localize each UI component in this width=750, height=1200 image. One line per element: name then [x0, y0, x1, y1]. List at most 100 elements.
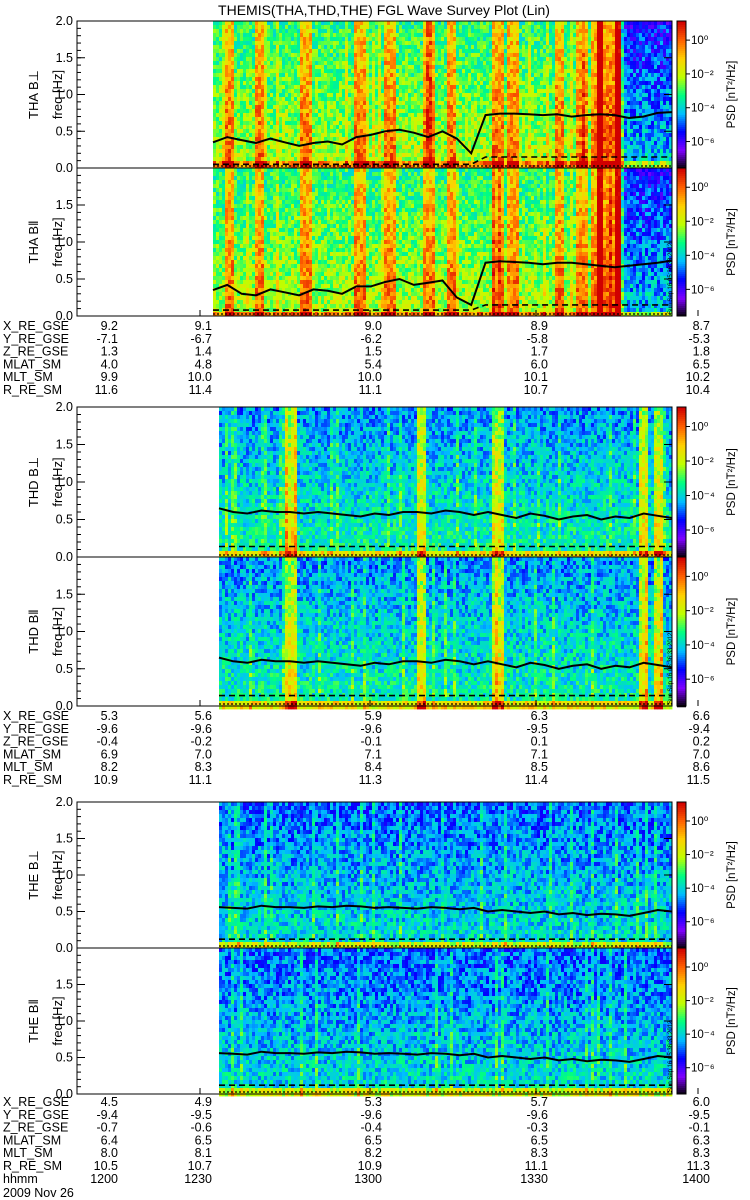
probe-group-the: 2.0 1.5 1.0 0.5 0.0 THE B⊥ freq [Hz] 10⁰ 10⁻² 10⁻…	[3, 795, 738, 1186]
ephemeris-value: 4.9	[195, 1095, 212, 1109]
ephemeris-value: 10.1	[524, 370, 548, 384]
ephemeris-name: X_RE_GSE	[3, 709, 69, 723]
panel-thd-perp: 2.0 1.5 1.0 0.5 0.0 THD B⊥ freq [Hz] 10⁰ 10⁻² 10⁻…	[26, 400, 738, 564]
ephemeris-value: 7.0	[693, 747, 710, 761]
y-tick-label: 1.0	[56, 1014, 73, 1028]
ephemeris-value: 8.1	[195, 1146, 212, 1160]
colorbar-label: PSD [nT²/Hz]	[726, 841, 738, 909]
ephemeris-name: R_RE_SM	[3, 773, 62, 787]
ephemeris-value: 10.4	[686, 383, 710, 397]
y-tick-label: 0.5	[56, 905, 73, 919]
ephemeris-name: Y_RE_GSE	[3, 332, 69, 346]
median-curve	[218, 507, 673, 521]
median-curve	[218, 656, 673, 670]
ephemeris-name: Z_RE_GSE	[3, 345, 68, 359]
ephemeris-value: 10.9	[94, 773, 118, 787]
ephemeris-value: 8.5	[531, 760, 548, 774]
ephemeris-value: -0.4	[360, 1121, 382, 1135]
ephemeris-value: 11.4	[189, 383, 212, 397]
colorbar-tick-label: 10⁻²	[691, 456, 714, 468]
date-label: 2009 Nov 26	[3, 1186, 74, 1200]
ephemeris-value: -9.6	[526, 1108, 548, 1122]
y-tick-label: 1.5	[56, 51, 73, 65]
ephemeris-value: 9.9	[101, 370, 118, 384]
ephemeris-name: Y_RE_GSE	[3, 722, 69, 736]
colorbar-label: PSD [nT²/Hz]	[726, 987, 738, 1055]
y-tick-label: 1.5	[56, 832, 73, 846]
ephemeris-value: -0.1	[688, 1121, 710, 1135]
ephemeris-value: 7.1	[365, 747, 382, 761]
colorbar-label: PSD [nT²/Hz]	[726, 208, 738, 276]
ephemeris-value: -9.6	[360, 1108, 382, 1122]
ephemeris-name: MLT_SM	[3, 1146, 53, 1160]
ephemeris-value: 1.5	[365, 345, 382, 359]
ephemeris-value: 11.1	[359, 383, 382, 397]
panel-the-perp: 2.0 1.5 1.0 0.5 0.0 THE B⊥ freq [Hz] 10⁰ 10⁻² 10⁻…	[26, 795, 738, 955]
colorbar-tick-label: 10⁻⁴	[691, 1029, 715, 1041]
ephemeris-value: 8.0	[101, 1146, 118, 1160]
ephemeris-value: 1230	[184, 1172, 212, 1186]
ephemeris-value: 7.1	[531, 747, 548, 761]
ephemeris-value: 1.3	[101, 345, 118, 359]
ephemeris-name: X_RE_GSE	[3, 319, 69, 333]
y-tick-label: 0.0	[56, 1087, 73, 1101]
y-tick-label: 1.0	[56, 88, 73, 102]
ephemeris-value: 4.0	[101, 357, 118, 371]
ephemeris-value: 5.9	[365, 709, 382, 723]
spectrogram	[213, 21, 673, 170]
median-curve	[218, 904, 673, 917]
colorbar-tick-label: 10⁻⁴	[691, 883, 715, 895]
timestamp: Sun Sep 16 05:36:33 2012	[668, 1020, 674, 1092]
ephemeris-value: 1.8	[693, 345, 710, 359]
ephemeris-value: 6.3	[531, 709, 548, 723]
ephemeris-value: 11.5	[687, 773, 710, 787]
component-label: THE B‖	[26, 999, 41, 1043]
ephemeris-value: 1.4	[195, 345, 212, 359]
y-tick-label: 0.0	[56, 309, 73, 323]
ephemeris-value: 11.1	[525, 1159, 548, 1173]
ephemeris-value: 8.3	[531, 1146, 548, 1160]
y-tick-label: 1.5	[56, 438, 73, 452]
colorbar-tick-label: 10⁰	[691, 816, 709, 828]
colorbar: 10⁰ 10⁻² 10⁻⁴ 10⁻⁶ PSD [nT²/Hz]	[676, 801, 738, 949]
colorbar: 10⁰ 10⁻² 10⁻⁴ 10⁻⁶ PSD [nT²/Hz] Sun Sep 16 05…	[668, 167, 738, 317]
y-tick-label: 1.5	[56, 198, 73, 212]
ephemeris-name: hhmm	[3, 1172, 38, 1186]
colorbar-tick-label: 10⁻⁶	[691, 674, 715, 686]
ephemeris-value: 6.5	[531, 1133, 548, 1147]
ephemeris-value: 11.3	[687, 1159, 710, 1173]
colorbar-label: PSD [nT²/Hz]	[726, 448, 738, 516]
component-label: THD B⊥	[26, 457, 41, 507]
ephemeris-value: 8.2	[365, 1146, 382, 1160]
ephemeris-value: -9.6	[360, 722, 382, 736]
ephemeris-name: MLAT_SM	[3, 357, 61, 371]
figure-title: THEMIS(THA,THD,THE) FGL Wave Survey Plot…	[218, 2, 550, 18]
freq-axis-label: freq [Hz]	[50, 217, 65, 266]
ephemeris-value: 1400	[682, 1172, 710, 1186]
colorbar-tick-label: 10⁻⁴	[691, 103, 715, 115]
y-tick-label: 0.5	[56, 662, 73, 676]
ephemeris-value: 6.6	[693, 709, 710, 723]
ephemeris-value: 11.4	[525, 773, 548, 787]
colorbar-tick-label: 10⁻⁴	[691, 640, 715, 652]
colorbar-tick-label: 10⁰	[691, 962, 709, 974]
y-tick-label: 2.0	[56, 400, 73, 414]
y-tick-label: 0.0	[56, 161, 73, 175]
freq-axis-label: freq [Hz]	[50, 70, 65, 119]
y-tick-label: 1.0	[56, 868, 73, 882]
ephemeris-value: 11.6	[95, 383, 118, 397]
freq-axis-label: freq [Hz]	[50, 996, 65, 1045]
median-curve	[212, 259, 673, 307]
colorbar-tick-label: 10⁰	[691, 35, 709, 47]
ephemeris-value: 5.3	[101, 709, 118, 723]
ephemeris-value: -0.1	[360, 735, 382, 749]
ephemeris-name: X_RE_GSE	[3, 1095, 69, 1109]
ephemeris-value: -5.8	[526, 332, 548, 346]
ephemeris-value: 10.5	[94, 1159, 118, 1173]
colorbar-label: PSD [nT²/Hz]	[726, 61, 738, 129]
ephemeris-name: R_RE_SM	[3, 1159, 62, 1173]
ephemeris-value: 0.1	[531, 735, 548, 749]
timestamp: Sun Sep 16 05:36:33 2012	[668, 632, 674, 704]
y-tick-label: 0.5	[56, 513, 73, 527]
